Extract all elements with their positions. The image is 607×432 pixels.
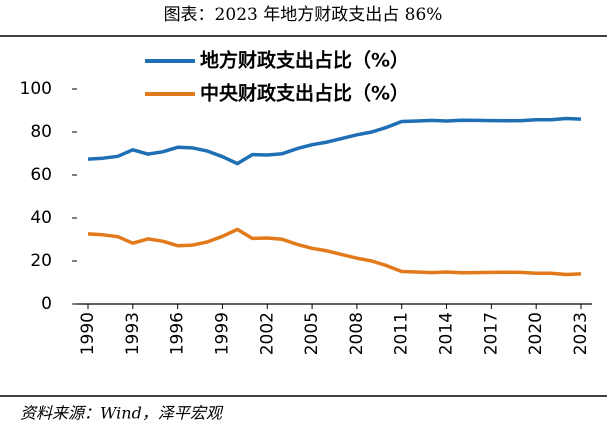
y-tick-label: 20: [30, 251, 52, 271]
legend-label: 地方财政支出占比（%）: [200, 49, 409, 72]
x-tick-label: 2008: [347, 312, 367, 355]
x-tick-label: 1999: [212, 312, 232, 355]
y-tick-label: 80: [30, 122, 52, 142]
x-tick-label: 2020: [526, 312, 546, 355]
x-tick-label: 1990: [78, 312, 98, 355]
y-tick-label: 60: [30, 165, 52, 185]
chart-title: 图表：2023 年地方财政支出占 86%: [164, 5, 443, 25]
x-tick-label: 2017: [481, 312, 501, 355]
x-tick-label: 2014: [437, 312, 457, 355]
legend-label: 中央财政支出占比（%）: [200, 82, 409, 105]
y-tick-label: 100: [20, 79, 52, 99]
y-tick-label: 40: [30, 208, 52, 228]
source-note: 资料来源：Wind，泽平宏观: [20, 404, 224, 423]
y-tick-label: 0: [41, 294, 52, 314]
x-tick-label: 2023: [571, 312, 591, 355]
x-tick-label: 1996: [168, 312, 188, 355]
x-tick-label: 2005: [302, 312, 322, 355]
x-tick-label: 2011: [392, 312, 412, 355]
line-series: [87, 116, 582, 166]
x-tick-label: 1993: [123, 312, 143, 355]
line-series: [87, 227, 582, 277]
x-tick-label: 2002: [257, 312, 277, 355]
